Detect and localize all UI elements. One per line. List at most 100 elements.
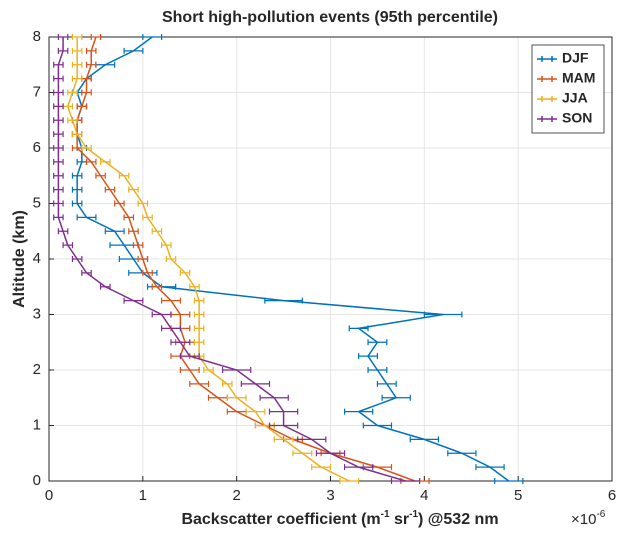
y-tick-label: 5 bbox=[33, 194, 41, 211]
error-bar bbox=[221, 380, 233, 387]
error-bar bbox=[85, 47, 97, 54]
label-part: ×10 bbox=[571, 511, 596, 528]
legend-swatch bbox=[537, 116, 557, 122]
error-bar bbox=[100, 158, 111, 165]
error-bar bbox=[240, 380, 271, 387]
error-bar bbox=[165, 256, 177, 262]
x-tick-label: 2 bbox=[232, 487, 240, 504]
error-bar bbox=[71, 75, 83, 82]
error-bar bbox=[264, 297, 303, 304]
error-bar bbox=[367, 339, 388, 346]
error-bar bbox=[53, 75, 64, 82]
y-tick-label: 1 bbox=[33, 416, 41, 433]
y-tick-label: 2 bbox=[33, 361, 41, 378]
error-bar bbox=[193, 311, 205, 318]
error-bar bbox=[71, 256, 83, 262]
error-bar bbox=[343, 408, 374, 415]
error-bar bbox=[179, 269, 191, 276]
error-bar bbox=[53, 61, 64, 68]
error-bar bbox=[71, 172, 83, 179]
error-bar bbox=[447, 450, 477, 457]
error-bar bbox=[128, 186, 139, 193]
error-bar bbox=[53, 117, 64, 124]
error-bar bbox=[409, 436, 440, 443]
error-bar bbox=[494, 478, 524, 484]
error-bar bbox=[151, 228, 163, 235]
error-bar bbox=[53, 214, 64, 221]
error-bar bbox=[132, 242, 144, 249]
x-tick-label: 3 bbox=[326, 487, 334, 504]
error-bar bbox=[193, 339, 205, 346]
error-bar bbox=[315, 450, 346, 457]
error-bar bbox=[71, 61, 83, 68]
error-bar bbox=[53, 186, 64, 193]
error-bar bbox=[137, 200, 149, 207]
error-bar bbox=[90, 34, 102, 40]
error-bar bbox=[259, 394, 289, 401]
error-bar bbox=[348, 325, 369, 332]
error-bar bbox=[81, 89, 92, 96]
label-part: sr bbox=[390, 511, 410, 528]
error-bar bbox=[193, 297, 205, 304]
error-bar bbox=[367, 367, 388, 373]
error-bar bbox=[53, 158, 64, 165]
error-bar bbox=[76, 214, 97, 221]
error-bar bbox=[292, 450, 313, 457]
legend-label: DJF bbox=[562, 50, 589, 66]
error-bar bbox=[53, 145, 64, 151]
x-multiplier: ×10-6 bbox=[571, 509, 606, 528]
x-tick-label: 5 bbox=[514, 487, 522, 504]
error-bar bbox=[53, 172, 64, 179]
y-tick-label: 3 bbox=[33, 305, 41, 322]
y-tick-label: 7 bbox=[33, 83, 41, 100]
legend-label: MAM bbox=[562, 70, 595, 86]
legend-swatch bbox=[537, 76, 557, 82]
error-bar bbox=[339, 478, 360, 484]
y-tick-label: 0 bbox=[33, 472, 41, 489]
y-tick-label: 4 bbox=[33, 250, 41, 267]
y-axis-label: Altitude (km) bbox=[11, 210, 28, 308]
error-bar bbox=[100, 283, 111, 290]
error-bar bbox=[161, 242, 172, 249]
error-bar bbox=[81, 145, 92, 151]
error-bar bbox=[142, 269, 153, 276]
error-bar bbox=[245, 408, 266, 415]
error-bar bbox=[343, 464, 374, 471]
error-bar bbox=[423, 311, 463, 318]
error-bar bbox=[226, 394, 247, 401]
error-bar bbox=[137, 256, 149, 262]
error-bar bbox=[53, 200, 64, 207]
error-bar bbox=[376, 380, 397, 387]
error-bar bbox=[85, 158, 97, 165]
error-bar bbox=[85, 61, 97, 68]
error-bar bbox=[273, 436, 294, 443]
error-bar bbox=[151, 311, 172, 318]
error-bar bbox=[381, 394, 411, 401]
error-bar bbox=[189, 380, 210, 387]
y-tick-label: 8 bbox=[33, 28, 41, 45]
error-bar bbox=[268, 408, 299, 415]
error-bar bbox=[71, 131, 83, 138]
x-tick-label: 4 bbox=[420, 487, 428, 504]
error-bar bbox=[71, 34, 83, 40]
error-bar bbox=[203, 367, 214, 373]
legend-swatch bbox=[537, 96, 557, 102]
error-bar bbox=[161, 325, 181, 332]
error-bar bbox=[123, 214, 135, 221]
error-bar bbox=[57, 47, 69, 54]
error-bar bbox=[221, 367, 252, 373]
error-bar bbox=[71, 186, 83, 193]
error-bar bbox=[189, 283, 200, 290]
error-bar bbox=[123, 297, 144, 304]
error-bar bbox=[67, 117, 78, 124]
error-bar bbox=[67, 89, 78, 96]
error-bar bbox=[53, 131, 64, 138]
error-bar bbox=[475, 464, 505, 471]
superscript: -1 bbox=[381, 509, 390, 520]
error-bar bbox=[170, 339, 191, 346]
x-tick-label: 6 bbox=[608, 487, 616, 504]
error-bar bbox=[76, 103, 88, 110]
x-tick-label: 0 bbox=[45, 487, 53, 504]
